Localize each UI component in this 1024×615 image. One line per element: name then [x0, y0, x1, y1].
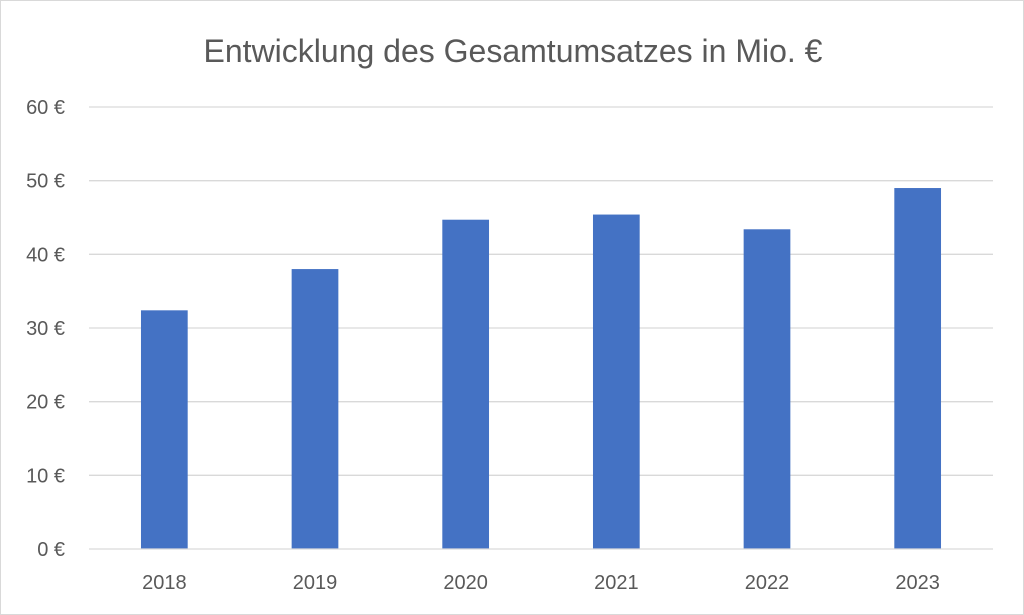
y-tick-label: 0 € [37, 539, 65, 561]
y-tick-label: 50 € [26, 171, 65, 193]
bars [140, 188, 942, 550]
y-axis-tick-labels: 0 € 10 € 20 € 30 € 40 € 50 € 60 € [26, 97, 65, 561]
x-tick-label: 2018 [142, 572, 187, 594]
y-tick-label: 30 € [26, 318, 65, 340]
x-axis-tick-labels: 2018 2019 2020 2021 2022 2023 [142, 572, 940, 594]
bar-2021 [592, 214, 640, 549]
bar-2019 [291, 269, 339, 549]
gridlines [89, 106, 993, 476]
chart-title: Entwicklung des Gesamtumsatzes in Mio. € [204, 33, 823, 69]
bar-2023 [894, 188, 942, 550]
x-tick-label: 2020 [443, 572, 488, 594]
y-tick-label: 10 € [26, 465, 65, 487]
x-tick-label: 2022 [745, 572, 790, 594]
bar-2020 [442, 219, 490, 549]
x-tick-label: 2021 [594, 572, 639, 594]
y-tick-label: 40 € [26, 244, 65, 266]
bar-2018 [140, 310, 188, 549]
bar-2022 [743, 229, 791, 549]
x-tick-label: 2023 [895, 572, 940, 594]
y-tick-label: 60 € [26, 97, 65, 119]
x-tick-label: 2019 [293, 572, 338, 594]
y-tick-label: 20 € [26, 392, 65, 414]
